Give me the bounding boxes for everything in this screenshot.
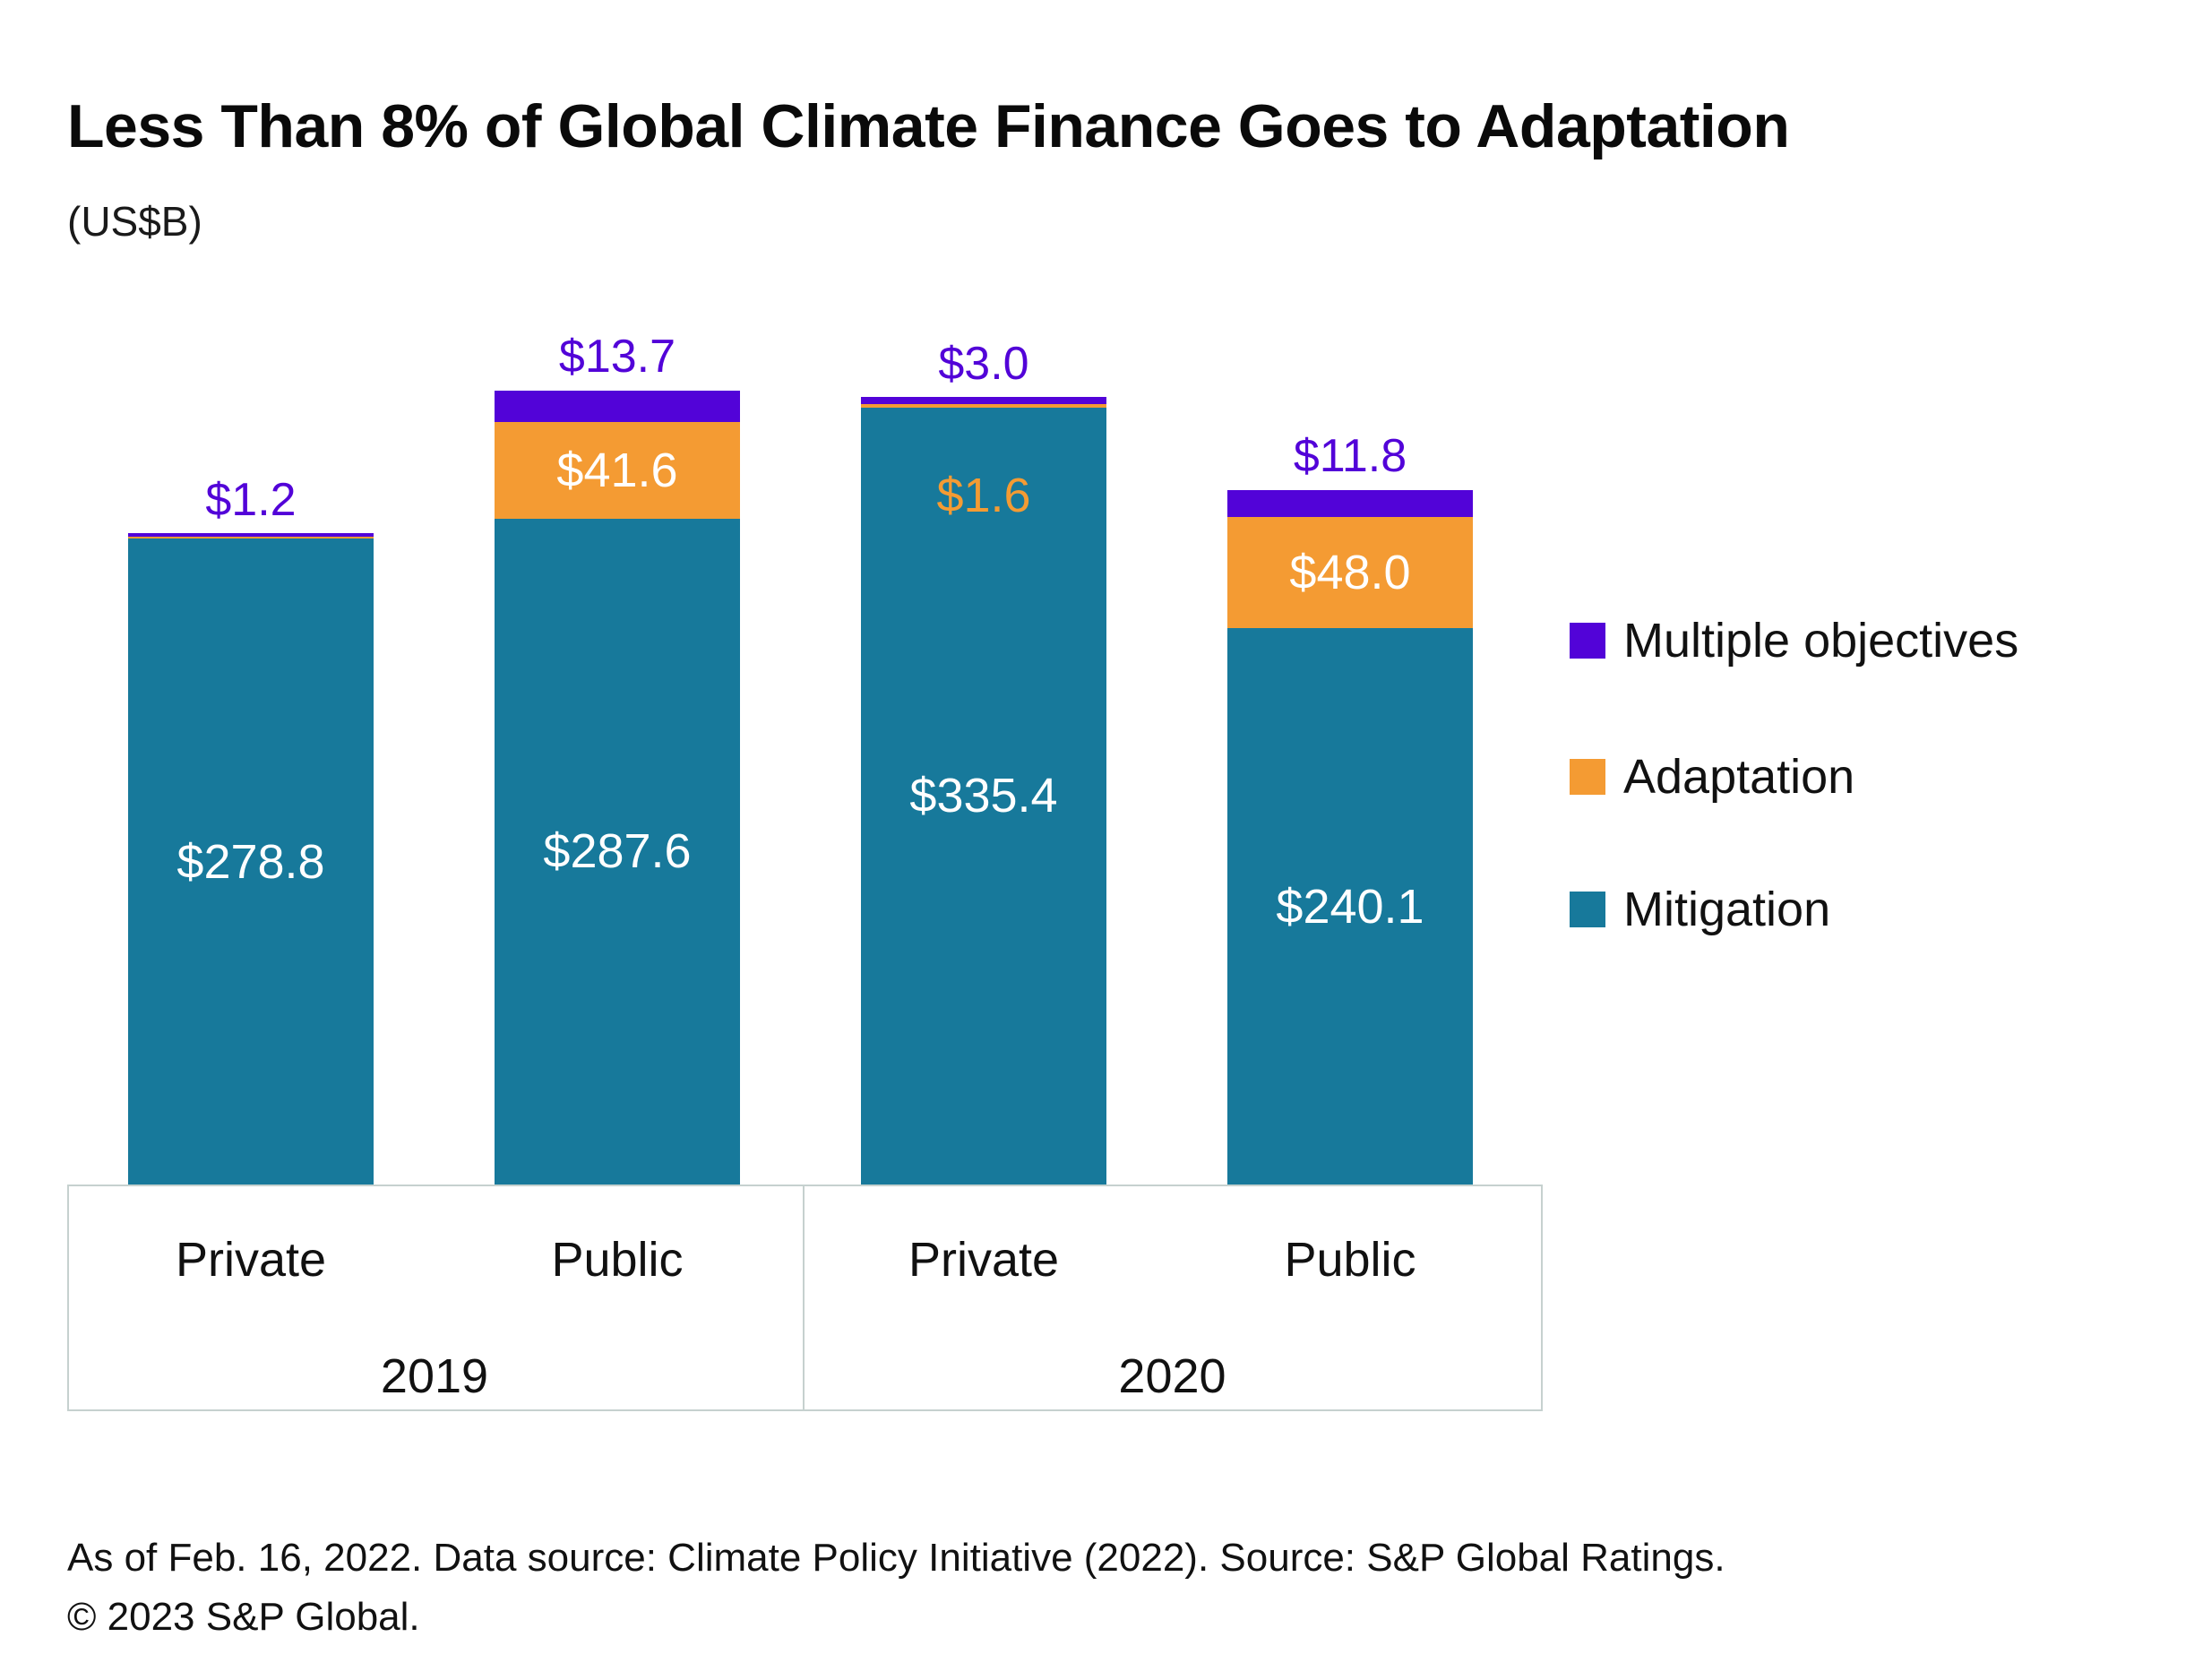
x-axis-label-2020-public: Public (1284, 1233, 1416, 1287)
x-axis-label-2019-public: Public (551, 1233, 684, 1287)
adaptation-swatch-icon (1570, 759, 1605, 795)
legend-label: Adaptation (1623, 750, 1855, 804)
bar-2020-private-mitigation-value-label: $335.4 (909, 769, 1058, 823)
legend-item-adaptation: Adaptation (1570, 750, 1855, 804)
bar-2019-public-segment-adaptation: $41.6 (495, 422, 740, 519)
bar-2019-public-adaptation-value-label: $41.6 (556, 443, 678, 497)
chart-subtitle: (US$B) (67, 198, 202, 245)
source-note: As of Feb. 16, 2022. Data source: Climat… (67, 1536, 1725, 1580)
bar-2020-private-segment-multiple-objectives (861, 397, 1106, 404)
bar-2019-private-segment-mitigation: $278.8 (128, 538, 374, 1185)
bar-2019-public-segment-multiple-objectives (495, 390, 740, 422)
bar-2019-public-mitigation-value-label: $287.6 (543, 824, 692, 879)
bar-2019-public-segment-mitigation: $287.6 (495, 518, 740, 1185)
mitigation-swatch-icon (1570, 892, 1605, 927)
bar-2019-public-multiple-objectives-value-label: $13.7 (558, 331, 676, 383)
x-axis-group-label-2020: 2020 (1118, 1349, 1226, 1403)
bar-2020-public-segment-adaptation: $48.0 (1227, 517, 1473, 629)
bar-2020-public-multiple-objectives-value-label: $11.8 (1293, 430, 1407, 483)
bar-2019-private-mitigation-value-label: $278.8 (176, 834, 325, 889)
chart-title: Less Than 8% of Global Climate Finance G… (67, 92, 1790, 160)
footnote: As of Feb. 16, 2022. Data source: Climat… (67, 1529, 1725, 1647)
legend-item-multiple-objectives: Multiple objectives (1570, 614, 2019, 668)
x-axis-label-2019-private: Private (175, 1233, 327, 1287)
bar-2020-public-segment-mitigation: $240.1 (1227, 628, 1473, 1185)
bar-2020-private-segment-adaptation (861, 403, 1106, 408)
legend: Multiple objectives Adaptation Mitigatio… (1570, 0, 2203, 1680)
bar-2020-public-mitigation-value-label: $240.1 (1276, 879, 1424, 934)
x-axis-label-2020-private: Private (908, 1233, 1060, 1287)
copyright-note: © 2023 S&P Global. (67, 1595, 420, 1639)
bar-2020-private-adaptation-value-label: $1.6 (936, 468, 1031, 522)
legend-label: Mitigation (1623, 883, 1831, 936)
bar-2019-private-segment-adaptation (128, 537, 374, 539)
year-divider-line (803, 1186, 805, 1409)
bar-2019-private-multiple-objectives-value-label: $1.2 (205, 473, 297, 526)
legend-label: Multiple objectives (1623, 614, 2019, 668)
x-axis-group-label-2019: 2019 (380, 1349, 489, 1403)
multiple-objectives-swatch-icon (1570, 623, 1605, 659)
bar-2020-private-multiple-objectives-value-label: $3.0 (938, 337, 1029, 390)
bar-2019-private-segment-multiple-objectives (128, 533, 374, 538)
bar-2020-public-segment-multiple-objectives (1227, 489, 1473, 518)
legend-item-mitigation: Mitigation (1570, 883, 1831, 936)
x-axis-box (67, 1185, 1543, 1411)
bar-2020-public-adaptation-value-label: $48.0 (1289, 546, 1411, 600)
bar-2020-private-segment-mitigation: $335.4 (861, 407, 1106, 1185)
